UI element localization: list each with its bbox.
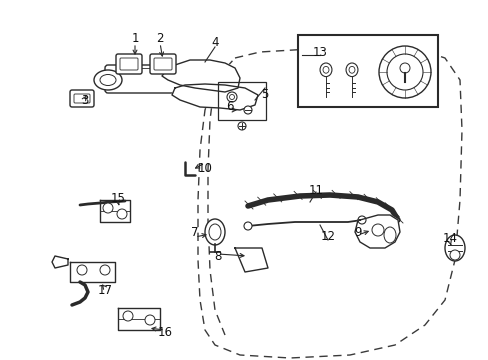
Ellipse shape: [208, 224, 221, 240]
Text: 11: 11: [308, 184, 323, 197]
Circle shape: [117, 209, 127, 219]
Polygon shape: [172, 84, 258, 110]
Text: 17: 17: [97, 284, 112, 297]
Ellipse shape: [346, 63, 357, 77]
Circle shape: [399, 63, 409, 73]
Ellipse shape: [386, 54, 422, 90]
Bar: [297, 35, 437, 107]
Ellipse shape: [444, 235, 464, 261]
Circle shape: [371, 224, 383, 236]
Text: 12: 12: [320, 230, 335, 243]
FancyBboxPatch shape: [116, 54, 142, 74]
FancyBboxPatch shape: [150, 54, 176, 74]
Circle shape: [449, 250, 459, 260]
Polygon shape: [52, 256, 68, 268]
Text: 16: 16: [157, 327, 172, 339]
Polygon shape: [354, 215, 399, 248]
FancyBboxPatch shape: [154, 58, 172, 70]
FancyBboxPatch shape: [74, 94, 90, 103]
Circle shape: [238, 122, 245, 130]
Polygon shape: [100, 200, 130, 222]
Text: 5: 5: [261, 89, 268, 102]
Text: 7: 7: [191, 225, 198, 238]
Circle shape: [244, 106, 251, 114]
Ellipse shape: [319, 63, 331, 77]
Ellipse shape: [348, 66, 354, 73]
Text: 6: 6: [226, 100, 233, 113]
Text: 15: 15: [110, 192, 125, 204]
Text: 2: 2: [156, 31, 163, 45]
Text: 8: 8: [214, 249, 221, 262]
Circle shape: [77, 265, 87, 275]
Circle shape: [103, 203, 113, 213]
Text: 10: 10: [197, 162, 212, 175]
Ellipse shape: [323, 66, 328, 73]
Text: 3: 3: [81, 94, 88, 107]
Polygon shape: [235, 248, 267, 272]
Polygon shape: [118, 308, 160, 330]
Ellipse shape: [383, 227, 395, 243]
Text: 1: 1: [131, 31, 139, 45]
Circle shape: [123, 311, 133, 321]
Circle shape: [145, 315, 155, 325]
Polygon shape: [162, 60, 240, 92]
Ellipse shape: [378, 46, 430, 98]
Ellipse shape: [204, 219, 224, 245]
Text: 14: 14: [442, 231, 457, 244]
Bar: [218, 82, 265, 120]
Circle shape: [244, 222, 251, 230]
Circle shape: [357, 216, 365, 224]
Ellipse shape: [100, 75, 116, 85]
Circle shape: [226, 92, 237, 102]
Ellipse shape: [94, 70, 122, 90]
Text: 4: 4: [211, 36, 218, 49]
FancyBboxPatch shape: [120, 58, 138, 70]
FancyBboxPatch shape: [70, 90, 94, 107]
Polygon shape: [70, 262, 115, 282]
Text: 9: 9: [353, 225, 361, 238]
FancyBboxPatch shape: [105, 65, 196, 93]
Circle shape: [100, 265, 110, 275]
Text: 13: 13: [312, 45, 327, 58]
Circle shape: [229, 94, 234, 99]
